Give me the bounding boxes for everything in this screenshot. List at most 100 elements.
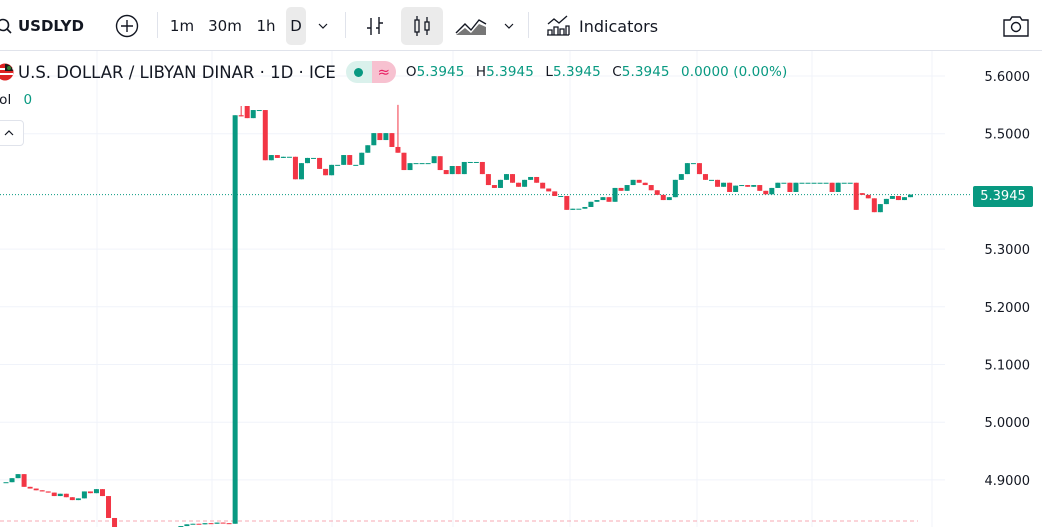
high-value: 5.3945 xyxy=(486,64,534,80)
candle xyxy=(721,182,727,187)
candle xyxy=(292,156,298,180)
candle-body xyxy=(437,156,443,171)
candle-body xyxy=(317,157,323,169)
candle xyxy=(763,190,769,195)
price-tick-label: 5.2000 xyxy=(985,301,1031,316)
candle xyxy=(612,187,618,202)
candle xyxy=(335,164,341,166)
candle xyxy=(672,179,678,198)
candle xyxy=(27,486,33,489)
interval-1h[interactable]: 1h xyxy=(256,17,276,35)
add-symbol-icon xyxy=(115,14,139,38)
candle-body xyxy=(383,133,389,141)
candle-body xyxy=(112,517,118,527)
candle-body xyxy=(709,179,715,181)
screenshot-button[interactable] xyxy=(998,7,1034,45)
candle-body xyxy=(690,163,696,165)
volume-legend: Vol 0 xyxy=(0,92,32,108)
candle xyxy=(262,110,268,161)
candle xyxy=(775,182,781,188)
candle xyxy=(516,182,522,187)
price-tick-label: 5.1000 xyxy=(985,359,1031,374)
candle xyxy=(582,206,588,209)
candle-body xyxy=(678,174,684,180)
interval-d[interactable]: D xyxy=(286,7,306,45)
candle-body xyxy=(606,197,612,202)
candle xyxy=(473,161,479,163)
candle-body xyxy=(805,182,811,184)
candle-body xyxy=(15,474,21,479)
area-chart-button[interactable] xyxy=(450,7,492,45)
candle-body xyxy=(817,182,823,184)
add-symbol-button[interactable] xyxy=(110,7,144,45)
candle xyxy=(696,163,702,175)
candle-body xyxy=(335,164,341,166)
candle-body xyxy=(292,156,298,180)
candle-body xyxy=(570,208,576,210)
candle xyxy=(81,491,87,499)
candle-body xyxy=(401,152,407,171)
candle-body xyxy=(739,185,745,187)
candle xyxy=(709,179,715,181)
candle xyxy=(202,523,208,525)
candle xyxy=(841,182,847,184)
candle-body xyxy=(63,493,69,498)
interval-dropdown[interactable] xyxy=(312,7,334,45)
symbol-search-button[interactable]: USDLYD xyxy=(0,7,86,45)
candle xyxy=(250,110,256,119)
candle-body xyxy=(377,133,383,141)
candle xyxy=(684,163,690,175)
candle-body xyxy=(262,110,268,161)
candle xyxy=(552,191,558,197)
candle-body xyxy=(51,492,57,497)
indicators-icon xyxy=(547,15,570,36)
candle-body xyxy=(353,164,359,166)
candle xyxy=(99,489,105,497)
chevron-down-icon xyxy=(504,23,514,29)
candle xyxy=(280,156,286,158)
candle-body xyxy=(220,522,226,524)
interval-1m[interactable]: 1m xyxy=(169,17,195,35)
candle xyxy=(347,155,353,165)
candle xyxy=(745,185,751,187)
market-status-badge[interactable]: ≈ xyxy=(345,61,396,83)
candle-body xyxy=(395,146,401,153)
volume-value: 0 xyxy=(23,92,33,108)
candle xyxy=(57,493,63,497)
candles-button[interactable] xyxy=(401,7,443,45)
indicators-button[interactable]: Indicators xyxy=(540,7,665,45)
candle xyxy=(3,482,9,484)
collapse-legend-button[interactable] xyxy=(0,120,24,146)
candle-body xyxy=(329,164,335,176)
candle xyxy=(389,133,395,147)
interval-30m[interactable]: 30m xyxy=(208,17,242,35)
candle xyxy=(528,176,534,180)
candle-body xyxy=(889,196,895,199)
chart-grid xyxy=(0,51,970,527)
candle-body xyxy=(226,523,232,525)
candle-body xyxy=(45,491,51,493)
candle-body xyxy=(431,156,437,164)
candle-body xyxy=(648,185,654,191)
bar-chart-button[interactable] xyxy=(358,7,392,45)
candle xyxy=(359,152,365,165)
candle xyxy=(256,110,262,112)
candle xyxy=(558,196,564,198)
candle-body xyxy=(534,176,540,183)
candle-body xyxy=(666,197,672,201)
chart-legend: U.S. DOLLAR / LIBYAN DINAR · 1D · ICE ≈ … xyxy=(0,60,794,84)
candle-body xyxy=(853,182,859,210)
candle xyxy=(425,163,431,165)
candle xyxy=(871,198,877,213)
chart-type-dropdown[interactable] xyxy=(498,7,520,45)
candle xyxy=(311,157,317,159)
candle-body xyxy=(510,174,516,183)
candle xyxy=(437,156,443,171)
candle xyxy=(298,163,304,180)
candle-body xyxy=(311,157,317,159)
candle xyxy=(787,182,793,192)
symbol-title[interactable]: U.S. DOLLAR / LIBYAN DINAR · 1D · ICE xyxy=(18,62,336,82)
candle xyxy=(835,182,841,192)
candle-body xyxy=(859,193,865,195)
